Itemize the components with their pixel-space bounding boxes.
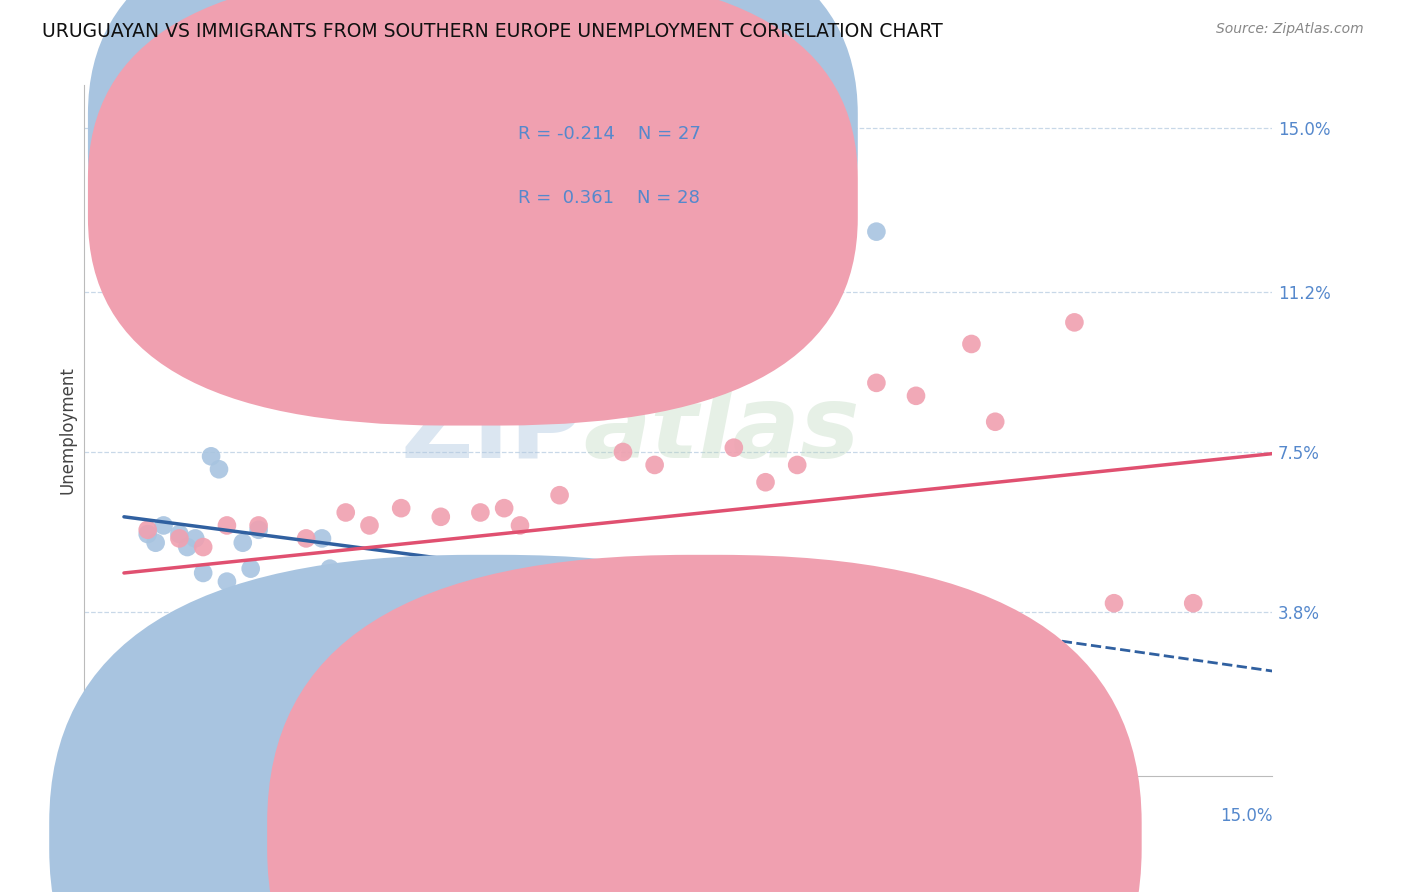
Point <box>960 337 983 351</box>
Point <box>406 640 429 654</box>
Point <box>169 532 191 546</box>
Point <box>430 509 453 524</box>
Point <box>690 363 713 377</box>
Point <box>588 397 610 411</box>
Point <box>612 445 634 459</box>
FancyBboxPatch shape <box>89 0 858 361</box>
Point <box>169 527 191 541</box>
Text: R =  0.361    N = 28: R = 0.361 N = 28 <box>517 189 700 207</box>
Text: Uruguayans: Uruguayans <box>509 827 609 845</box>
Point <box>152 518 174 533</box>
Point <box>311 532 333 546</box>
Point <box>905 389 928 403</box>
Point <box>184 532 207 546</box>
Point <box>208 462 231 476</box>
Point <box>548 574 571 589</box>
Point <box>389 501 412 516</box>
Point <box>271 579 294 593</box>
Point <box>984 415 1007 429</box>
FancyBboxPatch shape <box>413 93 783 239</box>
Point <box>145 535 167 549</box>
Y-axis label: Unemployment: Unemployment <box>58 367 76 494</box>
Point <box>786 458 808 472</box>
Point <box>136 523 159 537</box>
Point <box>754 475 776 490</box>
Text: atlas: atlas <box>583 382 860 479</box>
Point <box>470 574 492 589</box>
Point <box>865 376 887 390</box>
Point <box>1102 596 1125 610</box>
Point <box>232 535 254 549</box>
Point <box>723 441 745 455</box>
Text: R = -0.214    N = 27: R = -0.214 N = 27 <box>517 125 700 143</box>
Point <box>176 540 198 554</box>
Point <box>335 600 357 615</box>
Point <box>247 523 270 537</box>
Point <box>865 225 887 239</box>
Point <box>374 566 396 580</box>
Point <box>191 540 215 554</box>
Point <box>247 518 270 533</box>
Point <box>319 562 342 576</box>
Point <box>350 622 373 636</box>
Point <box>494 501 516 516</box>
Point <box>335 506 357 520</box>
Point <box>359 518 381 533</box>
Point <box>389 605 412 619</box>
Point <box>295 588 318 602</box>
Point <box>191 566 215 580</box>
Point <box>1063 315 1085 329</box>
Point <box>1182 596 1205 610</box>
Text: URUGUAYAN VS IMMIGRANTS FROM SOUTHERN EUROPE UNEMPLOYMENT CORRELATION CHART: URUGUAYAN VS IMMIGRANTS FROM SOUTHERN EU… <box>42 22 943 41</box>
Point <box>509 518 531 533</box>
Point <box>136 527 159 541</box>
Text: 15.0%: 15.0% <box>1220 807 1272 825</box>
Point <box>200 450 222 464</box>
FancyBboxPatch shape <box>89 0 858 425</box>
Point <box>644 458 666 472</box>
Text: ZIP: ZIP <box>401 382 583 479</box>
Point <box>548 488 571 502</box>
Text: Source: ZipAtlas.com: Source: ZipAtlas.com <box>1216 22 1364 37</box>
Point <box>295 532 318 546</box>
Point <box>470 506 492 520</box>
Point <box>430 673 453 688</box>
Point <box>239 562 262 576</box>
Point <box>278 640 301 654</box>
Text: 0.0%: 0.0% <box>84 807 127 825</box>
Point <box>215 574 238 589</box>
Point <box>215 518 238 533</box>
Text: Immigrants from Southern Europe: Immigrants from Southern Europe <box>728 827 1012 845</box>
